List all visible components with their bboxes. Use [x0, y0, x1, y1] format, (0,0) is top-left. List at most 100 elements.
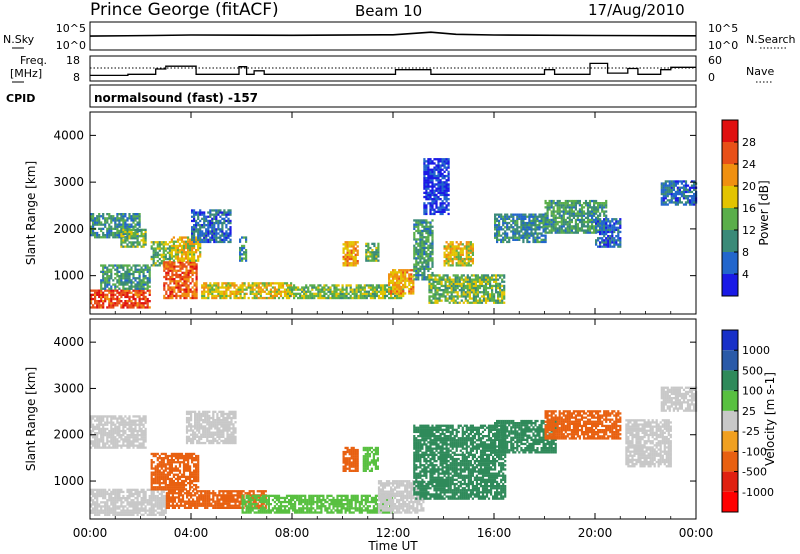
power-cell [690, 180, 694, 183]
power-cell [106, 293, 109, 296]
velocity-cell [110, 429, 113, 433]
power-cell [122, 285, 125, 288]
power-cell [307, 288, 310, 291]
power-cell [415, 246, 418, 249]
velocity-cell [104, 429, 107, 433]
velocity-cell [106, 490, 109, 494]
power-cell [98, 291, 101, 294]
power-cell [514, 230, 517, 233]
velocity-cell [150, 490, 153, 494]
power-cell [684, 201, 688, 204]
power-cell [446, 299, 449, 302]
power-cell [179, 265, 182, 268]
power-cell [690, 201, 694, 204]
power-cell [201, 290, 204, 293]
power-cell [253, 292, 256, 295]
velocity-cell [142, 492, 145, 496]
velocity-cell [160, 503, 163, 506]
power-cell [456, 280, 459, 283]
power-cell [578, 208, 581, 211]
velocity-cell [106, 513, 109, 516]
velocity-cell [112, 507, 115, 510]
power-cell [556, 199, 559, 203]
power-cell [444, 278, 447, 281]
power-cell [243, 294, 246, 298]
power-cell [173, 273, 176, 277]
power-cell [548, 199, 551, 203]
power-cell [199, 240, 202, 244]
power-cell [560, 223, 563, 226]
power-cell [449, 249, 452, 252]
power-cell [680, 192, 683, 196]
power-cell [423, 250, 426, 254]
power-cell [452, 295, 455, 298]
power-cell [431, 234, 434, 237]
power-cell [355, 286, 358, 289]
power-cell [516, 219, 519, 223]
velocity-cell [160, 509, 163, 512]
power-cell [152, 249, 155, 252]
power-cell [542, 219, 545, 223]
power-cell [603, 224, 606, 227]
velocity-cell [126, 503, 129, 506]
power-cell [601, 230, 604, 234]
power-cell [154, 264, 157, 267]
power-cell [106, 268, 109, 271]
power-cell [331, 294, 334, 298]
power-cell [354, 241, 357, 244]
power-cell [110, 295, 113, 299]
power-cell [195, 265, 198, 268]
power-cell [363, 288, 366, 291]
velocity-cell [156, 503, 159, 506]
velocity-cell [114, 494, 117, 498]
power-cell [603, 204, 606, 207]
power-cell [112, 304, 115, 307]
power-cell [225, 230, 228, 233]
power-cell [433, 212, 436, 216]
power-cell [412, 290, 415, 293]
power-cell [550, 229, 553, 232]
power-cell [116, 281, 119, 284]
power-cell [138, 219, 141, 222]
power-cell [275, 290, 278, 293]
power-cell [686, 199, 690, 202]
power-cell [429, 255, 432, 258]
power-cell [211, 221, 214, 225]
power-cell [496, 232, 499, 235]
power-cell [388, 292, 391, 295]
power-cell [148, 281, 151, 284]
power-cell [211, 236, 214, 239]
power-cell [431, 193, 434, 197]
power-cell [102, 272, 105, 276]
power-cell [437, 183, 440, 186]
power-cell [136, 241, 139, 244]
power-cell [182, 242, 186, 245]
power-cell [514, 236, 517, 239]
power-cell [138, 293, 141, 296]
power-cell [209, 236, 212, 239]
power-cell [435, 168, 438, 171]
power-cell [438, 276, 441, 279]
power-cell [423, 195, 426, 199]
power-cell [112, 289, 115, 292]
power-cell [686, 190, 690, 194]
power-cell [514, 234, 517, 237]
power-cell [221, 292, 224, 295]
power-cell [693, 203, 696, 206]
power-cell [447, 179, 450, 182]
power-cell [486, 291, 490, 294]
power-cell [92, 289, 95, 292]
power-cell [176, 240, 180, 243]
power-cell [144, 277, 147, 280]
power-cell [185, 265, 188, 268]
power-cell [199, 224, 202, 227]
power-cell [146, 283, 149, 286]
power-cell [293, 296, 296, 300]
power-cell [126, 275, 129, 278]
velocity-cell [106, 419, 109, 422]
velocity-cell [142, 503, 145, 506]
power-cell [613, 222, 616, 225]
power-cell [174, 249, 177, 252]
power-cell [191, 209, 194, 212]
power-cell [158, 262, 161, 265]
